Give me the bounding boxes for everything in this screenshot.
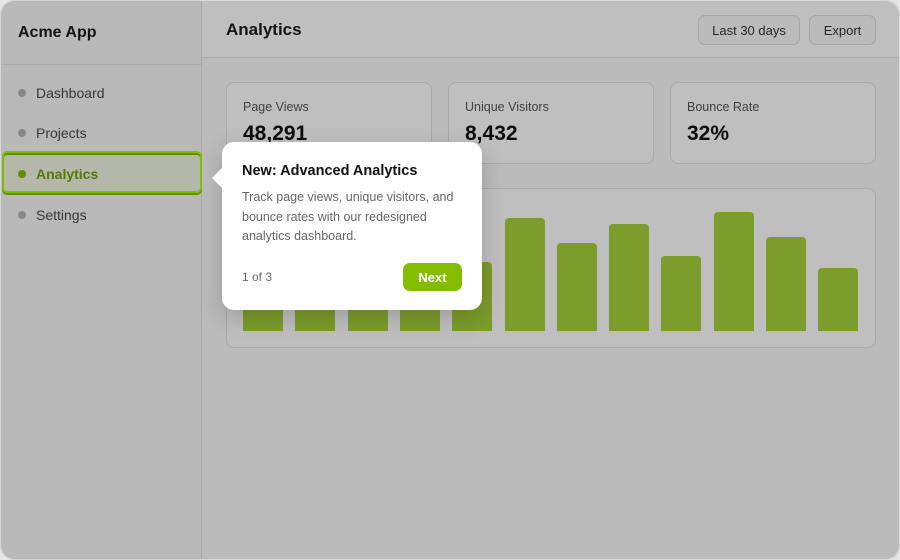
sidebar-item-label: Projects bbox=[36, 125, 87, 141]
stat-value: 32% bbox=[687, 122, 730, 145]
chart-bar bbox=[609, 224, 650, 331]
chart-bar bbox=[556, 243, 597, 331]
sidebar-item-dashboard[interactable]: Dashboard bbox=[1, 73, 201, 113]
sidebar-item-label: Settings bbox=[36, 207, 87, 223]
tour-description: Track page views, unique visitors, and b… bbox=[242, 190, 454, 243]
chart-bar bbox=[504, 218, 545, 331]
stat-label: Page Views bbox=[243, 100, 309, 114]
sidebar-item-label: Analytics bbox=[36, 166, 99, 182]
tour-next-button[interactable]: Next bbox=[403, 263, 462, 291]
sidebar-item-projects[interactable]: Projects bbox=[1, 113, 201, 153]
stat-card-unique-visitors: Unique Visitors 8,432 bbox=[448, 82, 654, 164]
stat-label: Unique Visitors bbox=[465, 100, 549, 114]
sidebar: Acme App Dashboard Projects Analytics Se… bbox=[1, 1, 202, 559]
stat-value: 8,432 bbox=[465, 122, 518, 145]
sidebar-item-label: Dashboard bbox=[36, 85, 105, 101]
page-title: Analytics bbox=[226, 20, 302, 39]
popover-arrow bbox=[212, 168, 222, 188]
chart-bar bbox=[766, 237, 806, 331]
chart-bar bbox=[713, 212, 754, 331]
tour-highlight bbox=[2, 151, 202, 193]
chart-bar bbox=[661, 256, 702, 331]
date-range-button[interactable]: Last 30 days bbox=[698, 15, 800, 45]
bullet-icon bbox=[18, 211, 26, 219]
stat-card-bounce-rate: Bounce Rate 32% bbox=[670, 82, 876, 164]
top-bar: Analytics Last 30 days Export bbox=[202, 1, 899, 58]
sidebar-item-analytics[interactable]: Analytics bbox=[2, 153, 202, 195]
tour-popover: New: Advanced Analytics Track page views… bbox=[212, 142, 482, 310]
export-button[interactable]: Export bbox=[809, 15, 876, 45]
bullet-icon bbox=[18, 129, 26, 137]
sidebar-nav: Dashboard Projects Analytics Settings bbox=[1, 65, 202, 235]
bullet-icon bbox=[18, 89, 26, 97]
stat-label: Bounce Rate bbox=[687, 100, 760, 114]
chart-bar bbox=[818, 268, 859, 331]
bullet-icon bbox=[18, 170, 26, 178]
app-name: Acme App bbox=[1, 1, 201, 65]
tour-title: New: Advanced Analytics bbox=[242, 163, 418, 179]
stat-value: 48,291 bbox=[243, 122, 308, 145]
sidebar-item-settings[interactable]: Settings bbox=[1, 195, 201, 235]
tour-step-counter: 1 of 3 bbox=[242, 270, 273, 284]
